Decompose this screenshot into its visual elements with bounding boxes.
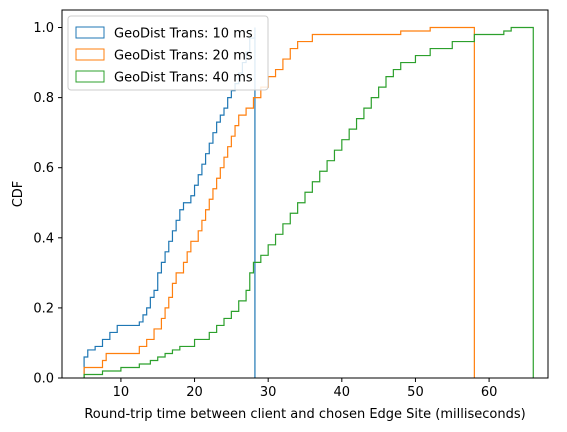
legend-swatch xyxy=(75,26,105,39)
plot-lines xyxy=(83,26,534,378)
x-tick-label: 20 xyxy=(186,385,203,400)
x-axis-ticks: 10 20 30 40 50 60 xyxy=(113,378,498,400)
legend-swatch xyxy=(75,70,105,83)
y-tick-label: 0.8 xyxy=(33,91,54,106)
y-tick-label: 0.6 xyxy=(33,161,54,176)
x-tick-label: 60 xyxy=(481,385,498,400)
y-tick-label: 0.2 xyxy=(33,301,54,316)
y-tick-label: 0.0 xyxy=(33,372,54,387)
legend-label: GeoDist Trans: 20 ms xyxy=(114,49,253,64)
x-tick-label: 30 xyxy=(260,385,277,400)
series-line-1 xyxy=(83,27,256,378)
x-tick-label: 10 xyxy=(113,385,130,400)
series-line-2 xyxy=(83,26,475,378)
series-line-3 xyxy=(83,26,534,378)
x-tick-label: 40 xyxy=(334,385,351,400)
x-axis-label: Round-trip time between client and chose… xyxy=(84,407,525,422)
axes-frame xyxy=(61,9,549,379)
x-tick-label: 50 xyxy=(407,385,424,400)
legend: GeoDist Trans: 10 ms GeoDist Trans: 20 ms… xyxy=(67,15,269,91)
legend-label: GeoDist Trans: 10 ms xyxy=(114,27,253,42)
y-tick-label: 0.4 xyxy=(33,231,54,246)
y-axis-ticks: 0.0 0.2 0.4 0.6 0.8 1.0 xyxy=(33,21,62,387)
legend-box xyxy=(67,15,269,91)
legend-swatch xyxy=(75,48,105,61)
legend-label: GeoDist Trans: 40 ms xyxy=(114,71,253,86)
y-tick-label: 1.0 xyxy=(33,21,54,36)
y-axis-label: CDF xyxy=(11,181,26,208)
